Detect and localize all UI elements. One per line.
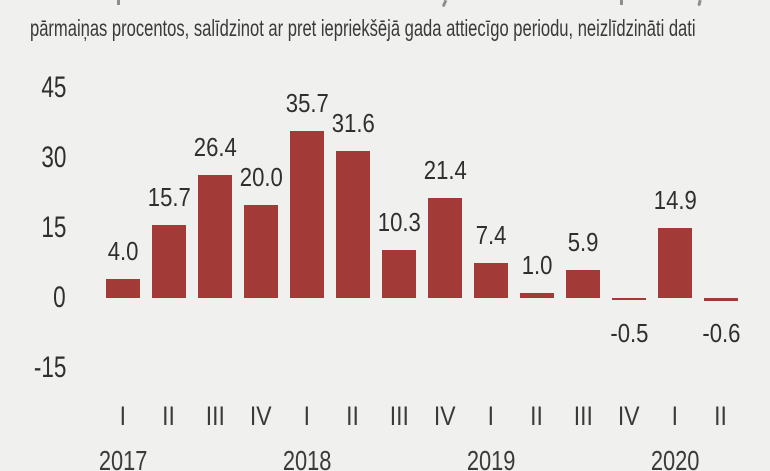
bar-value-label: 35.7	[265, 90, 349, 116]
clipped-title-remnant	[117, 0, 120, 5]
quarter-text: IV	[434, 401, 456, 431]
y-axis-tick-label: 30	[0, 142, 66, 174]
x-axis-quarter-label: III	[185, 402, 245, 430]
y-axis-tick-value: 45	[40, 71, 66, 104]
x-axis-quarter-label: I	[93, 402, 153, 430]
bar	[336, 150, 370, 298]
quarter-text: III	[573, 401, 593, 431]
bar-value-text: 20.0	[239, 161, 283, 192]
bar	[704, 298, 738, 301]
bar-value-label: 20.0	[219, 164, 303, 190]
clipped-title-remnant	[441, 0, 448, 8]
bar	[428, 198, 462, 298]
bar-value-label: -0.6	[679, 320, 763, 346]
quarter-text: I	[119, 401, 127, 431]
quarter-text: II	[530, 401, 544, 431]
bar	[382, 249, 416, 298]
bar-value-text: -0.5	[609, 318, 649, 348]
bar	[520, 293, 554, 298]
quarter-text: II	[714, 401, 728, 431]
bar	[244, 204, 278, 298]
bar-value-label: 4.0	[81, 238, 165, 264]
x-axis-quarter-label: II	[691, 402, 751, 430]
bar-value-label: 15.7	[127, 184, 211, 210]
bar-value-text: 35.7	[285, 88, 329, 119]
year-text: 2017	[98, 445, 148, 471]
year-text: 2018	[282, 445, 332, 471]
year-text: 2020	[650, 445, 700, 471]
x-axis-quarter-label: IV	[415, 402, 475, 430]
y-axis-tick-value: -15	[33, 351, 66, 384]
quarter-text: II	[162, 401, 176, 431]
bar-value-text: 1.0	[521, 250, 553, 281]
y-axis-tick-label: 15	[0, 212, 66, 244]
bar-value-label: 10.3	[357, 209, 441, 235]
bar-value-text: 21.4	[423, 155, 467, 186]
x-axis-quarter-label: IV	[599, 402, 659, 430]
quarter-text: IV	[250, 401, 272, 431]
bar-value-label: 1.0	[495, 252, 579, 278]
quarter-text: II	[346, 401, 360, 431]
x-axis-year-label: 2020	[630, 446, 720, 471]
bar	[474, 263, 508, 298]
y-axis-tick-value: 30	[40, 141, 66, 174]
x-axis-quarter-label: II	[507, 402, 567, 430]
x-axis-year-label: 2018	[262, 446, 352, 471]
bar	[612, 298, 646, 301]
quarter-text: I	[671, 401, 679, 431]
year-text: 2019	[466, 445, 516, 471]
quarter-text: I	[487, 401, 495, 431]
bar-value-label: 7.4	[449, 222, 533, 248]
clipped-title-remnant	[620, 0, 623, 5]
bar	[658, 228, 692, 298]
quarter-text: III	[389, 401, 409, 431]
bar-value-text: 5.9	[567, 227, 599, 258]
clipped-title-remnant	[697, 0, 702, 7]
x-axis-quarter-label: I	[461, 402, 521, 430]
x-axis-quarter-label: IV	[231, 402, 291, 430]
x-axis-quarter-label: III	[553, 402, 613, 430]
x-axis-quarter-label: II	[323, 402, 383, 430]
bar-value-label: 26.4	[173, 134, 257, 160]
bar	[106, 279, 140, 298]
chart-subtitle: pārmaiņas procentos, salīdzinot ar pret …	[30, 15, 696, 41]
bar-value-text: 10.3	[377, 206, 421, 237]
bar-value-text: 26.4	[193, 131, 237, 162]
x-axis-year-label: 2019	[446, 446, 536, 471]
bar-value-text: 4.0	[107, 236, 139, 267]
x-axis-quarter-label: II	[139, 402, 199, 430]
y-axis-tick-value: 0	[53, 281, 66, 314]
y-axis-tick-label: 0	[0, 282, 66, 314]
y-axis-tick-label: -15	[0, 352, 66, 384]
bar-value-label: 31.6	[311, 110, 395, 136]
bar-value-text: 14.9	[653, 185, 697, 216]
y-axis-tick-value: 15	[40, 211, 66, 244]
quarter-text: I	[303, 401, 311, 431]
x-axis-year-label: 2017	[78, 446, 168, 471]
bar-value-text: -0.6	[701, 318, 741, 348]
quarter-text: III	[205, 401, 225, 431]
bar	[152, 224, 186, 298]
y-axis-tick-label: 45	[0, 72, 66, 104]
x-axis-quarter-label: III	[369, 402, 429, 430]
bar	[290, 131, 324, 298]
x-axis-quarter-label: I	[645, 402, 705, 430]
bar	[566, 270, 600, 298]
bar-value-label: -0.5	[587, 320, 671, 346]
bar-value-label: 21.4	[403, 157, 487, 183]
bar-value-text: 15.7	[147, 181, 191, 212]
bar-value-label: 14.9	[633, 187, 717, 213]
quarter-text: IV	[618, 401, 640, 431]
bar-value-label: 5.9	[541, 229, 625, 255]
bar-value-text: 31.6	[331, 107, 375, 138]
bar	[198, 174, 232, 298]
bar-value-text: 7.4	[475, 220, 507, 251]
x-axis-quarter-label: I	[277, 402, 337, 430]
